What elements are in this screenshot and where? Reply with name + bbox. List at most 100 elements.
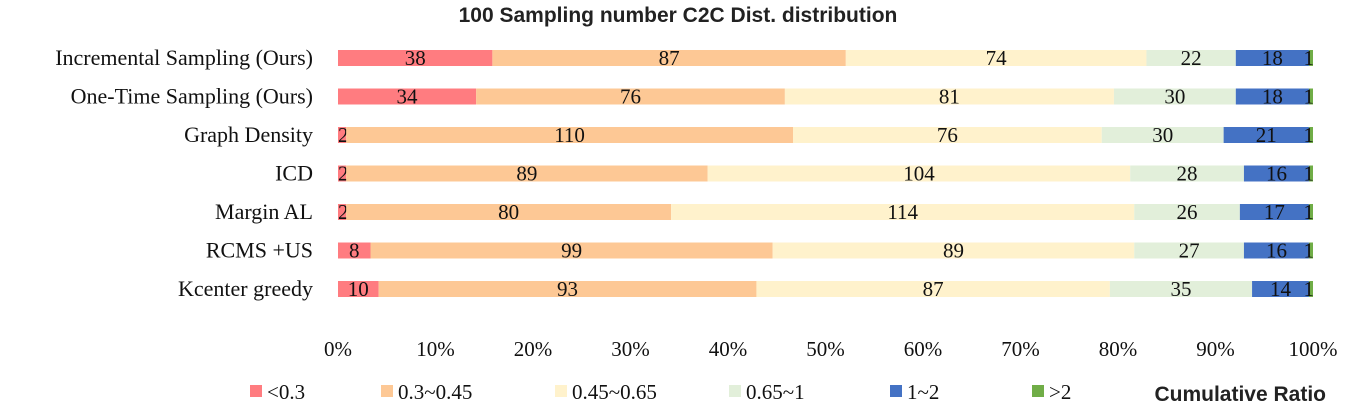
bar-segment: [1134, 242, 1244, 259]
category-label: One-Time Sampling (Ours): [71, 84, 313, 109]
x-tick-label: 30%: [611, 337, 650, 361]
x-tick-label: 80%: [1099, 337, 1138, 361]
x-tick-label: 70%: [1001, 337, 1040, 361]
data-label: 1: [1304, 277, 1315, 301]
data-label: 99: [561, 239, 582, 263]
legend-swatch: [381, 385, 393, 397]
data-label: 76: [620, 85, 641, 109]
category-label: Margin AL: [215, 199, 313, 224]
bar-segment: [346, 204, 672, 220]
bar-segment: [784, 88, 1114, 105]
bar-segment: [1308, 88, 1313, 105]
x-tick-label: 20%: [514, 337, 553, 361]
data-label: 27: [1179, 239, 1200, 263]
data-label: 104: [903, 162, 935, 186]
bar-segment: [707, 165, 1131, 182]
data-label: 87: [659, 46, 680, 70]
data-label: 18: [1262, 46, 1283, 70]
bar-segment: [338, 242, 371, 259]
data-label: 1: [1304, 46, 1315, 70]
x-tick-label: 0%: [324, 337, 352, 361]
data-label: 10: [348, 277, 369, 301]
x-tick-label: 60%: [904, 337, 943, 361]
data-label: 2: [338, 200, 349, 224]
bar-segment: [1109, 281, 1253, 297]
data-label: 2: [338, 123, 349, 147]
bar-segment: [492, 50, 846, 66]
legend: <0.3 0.3~0.45 0.45~0.65 0.65~1 1~2 >2: [250, 380, 1071, 404]
legend-label: 0.65~1: [746, 380, 805, 404]
x-axis-title: Cumulative Ratio: [1154, 383, 1326, 406]
category-label: Graph Density: [184, 122, 313, 147]
data-label: 18: [1262, 85, 1283, 109]
bar-segment: [346, 165, 708, 182]
bar-segment: [476, 88, 785, 105]
data-label: 76: [937, 123, 958, 147]
bar-segment: [338, 127, 347, 143]
legend-swatch: [250, 385, 262, 397]
legend-label: >2: [1049, 380, 1071, 404]
data-label: 1: [1304, 200, 1315, 224]
bar-segment: [1308, 165, 1313, 182]
x-tick-label: 50%: [806, 337, 845, 361]
data-label: 1: [1304, 239, 1315, 263]
bar-segment: [1252, 281, 1309, 297]
data-label: 80: [498, 200, 519, 224]
bar-segment: [1308, 127, 1313, 143]
bar-segment: [1146, 50, 1236, 66]
bar-segment: [1308, 50, 1313, 66]
data-label: 28: [1177, 162, 1198, 186]
bar-segment: [346, 127, 794, 143]
category-label: Incremental Sampling (Ours): [55, 45, 313, 70]
x-tick-label: 90%: [1196, 337, 1235, 361]
bar-segment: [1308, 204, 1313, 220]
bar-segment: [1134, 204, 1240, 220]
bar-segment: [845, 50, 1147, 66]
data-label: 114: [887, 200, 918, 224]
x-tick-label: 40%: [709, 337, 748, 361]
data-label: 30: [1164, 85, 1185, 109]
data-label: 89: [943, 239, 964, 263]
bar-segment: [370, 242, 773, 259]
data-label: 26: [1177, 200, 1198, 224]
bar-segment: [1243, 165, 1309, 182]
data-label: 89: [516, 162, 537, 186]
data-label: 93: [557, 277, 578, 301]
legend-label: <0.3: [267, 380, 305, 404]
data-label: 21: [1256, 123, 1277, 147]
bar-segment: [756, 281, 1110, 297]
bar-segment: [1243, 242, 1309, 259]
legend-label: 0.45~0.65: [572, 380, 657, 404]
legend-swatch: [1032, 385, 1044, 397]
data-label: 1: [1304, 162, 1315, 186]
data-label: 30: [1152, 123, 1173, 147]
category-labels: Incremental Sampling (Ours) One-Time Samp…: [55, 45, 313, 301]
bar-segment: [1235, 88, 1309, 105]
bar-segment: [1308, 242, 1313, 259]
data-label: 34: [397, 85, 419, 109]
legend-swatch: [729, 385, 741, 397]
bar-segment: [671, 204, 1135, 220]
data-label: 22: [1181, 46, 1202, 70]
bar-segment: [338, 281, 379, 297]
data-label: 35: [1170, 277, 1191, 301]
bars: 38 87 74 22 18 134 76 81 30 18 12 110 76 30 21 12 89 104 2…: [338, 46, 1314, 301]
x-axis-ticks: 0% 10% 20% 30% 40% 50% 60% 70% 80% 90% 100%: [324, 337, 1338, 361]
data-label: 1: [1304, 85, 1315, 109]
chart-title: 100 Sampling number C2C Dist. distributi…: [459, 4, 898, 27]
bar-segment: [338, 88, 477, 105]
data-label: 17: [1264, 200, 1285, 224]
data-label: 38: [405, 46, 426, 70]
data-label: 74: [986, 46, 1008, 70]
bar-segment: [338, 165, 347, 182]
legend-swatch: [890, 385, 902, 397]
data-label: 2: [338, 162, 349, 186]
data-label: 14: [1270, 277, 1292, 301]
data-label: 1: [1304, 123, 1315, 147]
x-tick-label: 100%: [1289, 337, 1338, 361]
bar-segment: [338, 50, 493, 66]
bar-segment: [793, 127, 1102, 143]
bar-segment: [1239, 204, 1309, 220]
data-label: 81: [939, 85, 960, 109]
